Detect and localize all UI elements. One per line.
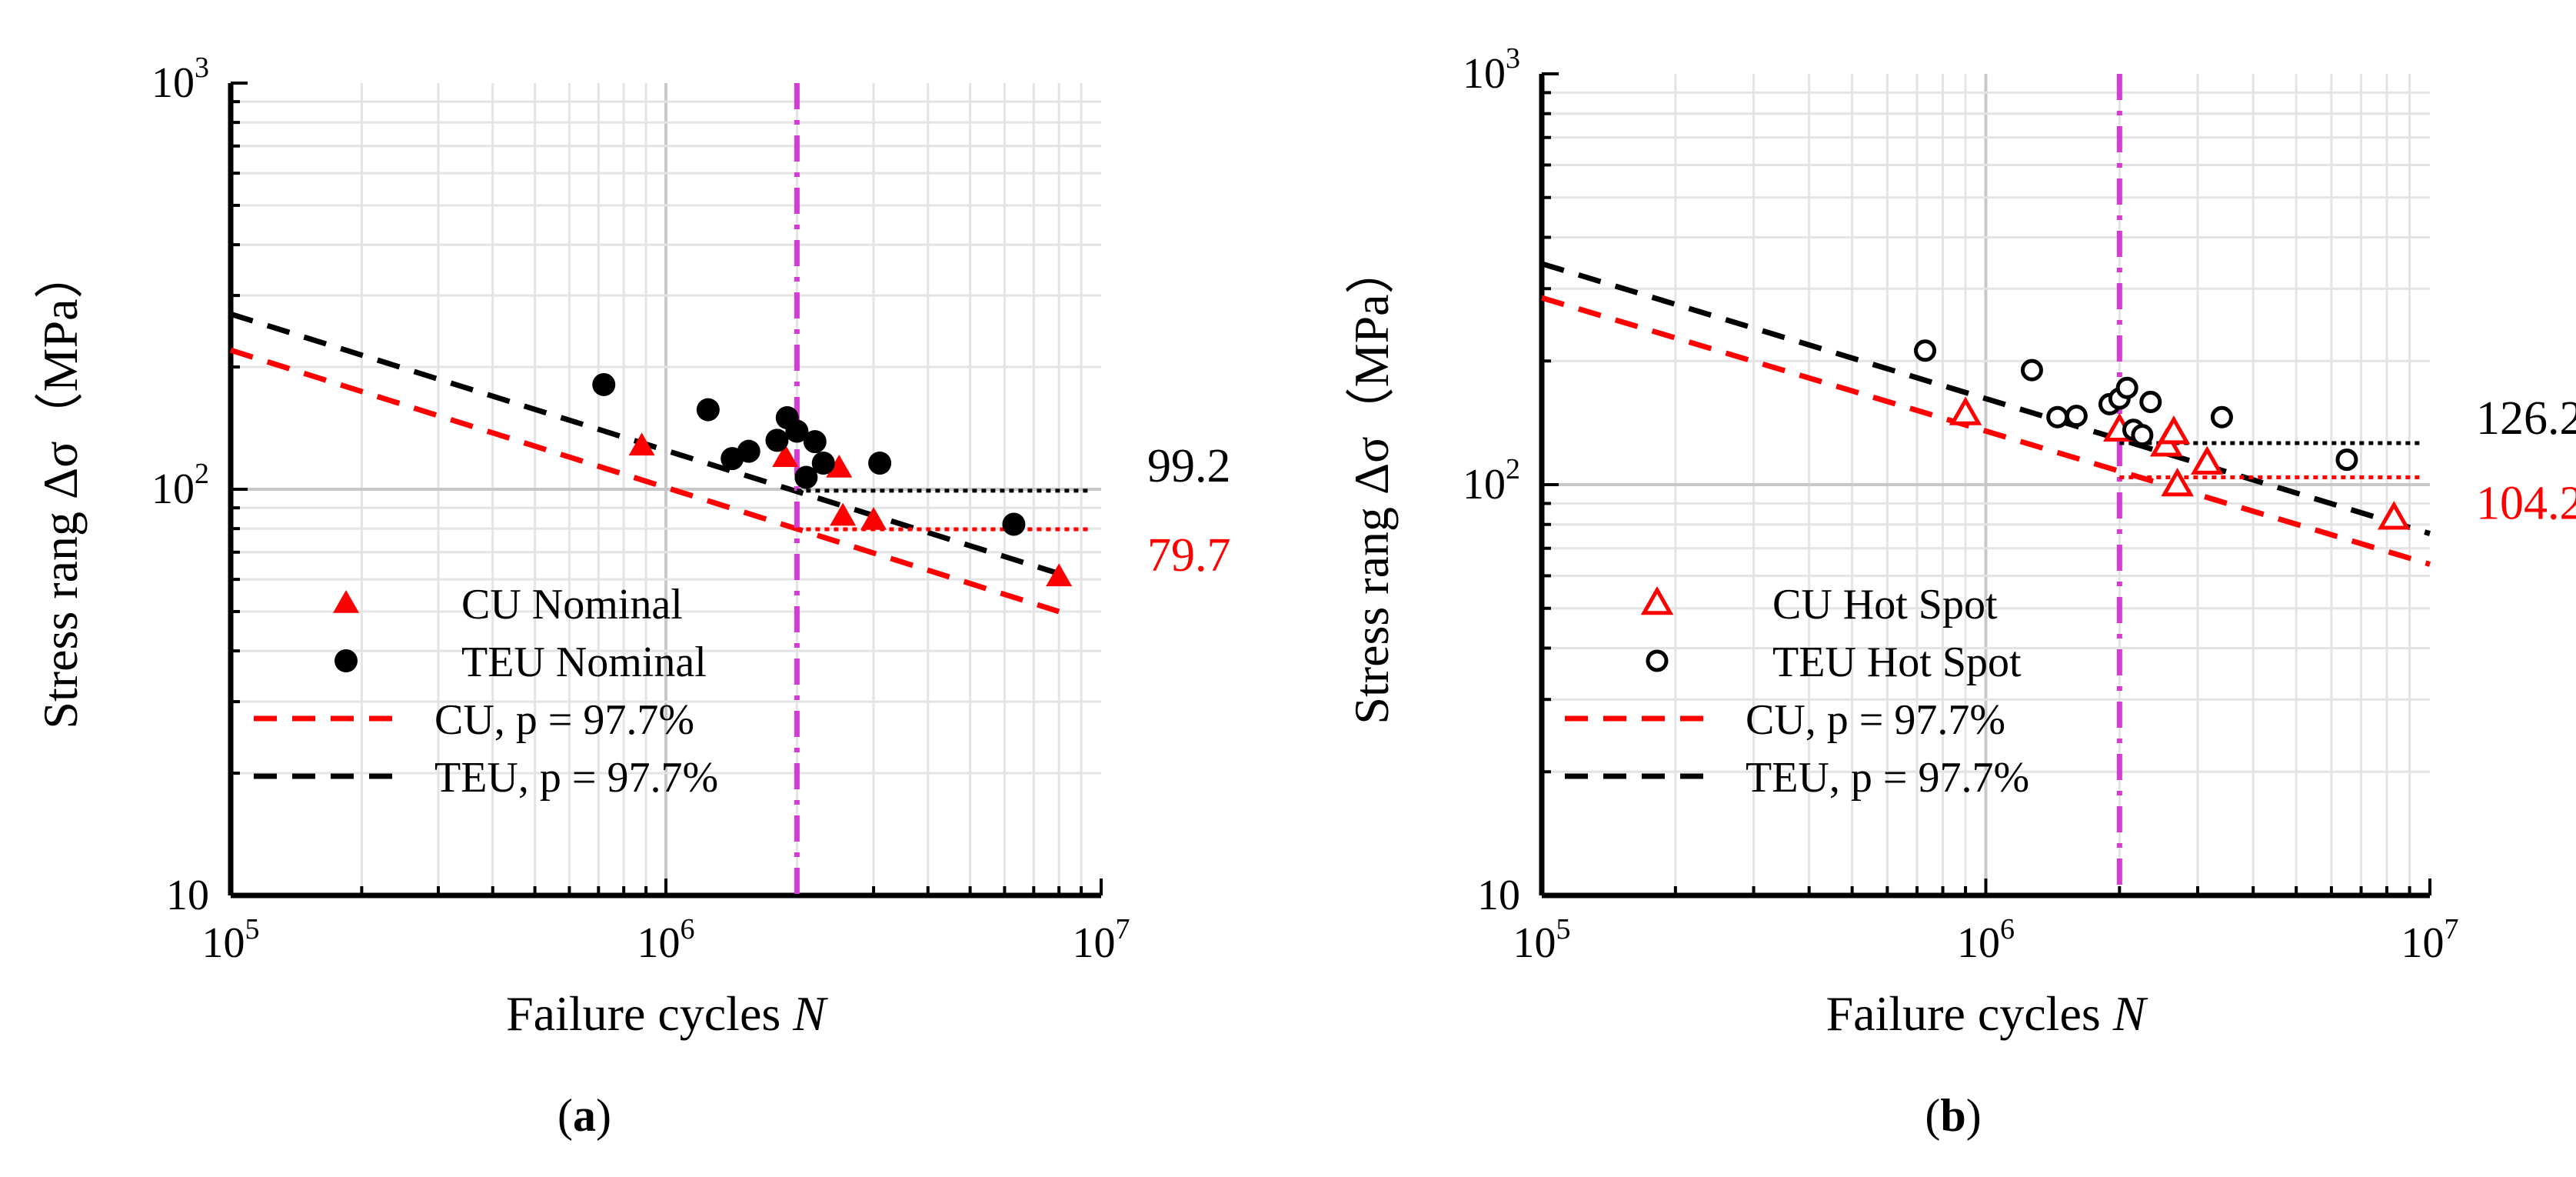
data-point xyxy=(794,465,818,489)
legend-entry: TEU Hot Spot xyxy=(1646,639,2022,686)
legend-entry: CU, p = 97.7% xyxy=(254,696,694,744)
data-point xyxy=(868,451,892,475)
data-point xyxy=(2210,405,2233,428)
x-axis-label: Failure cycles N xyxy=(506,986,828,1041)
y-axis-label: Stress rang Δσ（MPa） xyxy=(1344,245,1399,724)
panel-label: (b) xyxy=(1925,1090,1981,1141)
series-line-1 xyxy=(229,347,1060,615)
data-point xyxy=(803,430,827,454)
data-point xyxy=(2020,358,2043,382)
chart-panel-a: 105 106 107 10 102 103 Failure cycles N Stress … xyxy=(33,52,1231,1141)
data-point xyxy=(2161,467,2194,497)
y-axis-label: Stress rang Δσ（MPa） xyxy=(33,249,88,729)
data-point xyxy=(2139,390,2162,413)
data-point xyxy=(1002,512,1026,536)
data-point xyxy=(772,444,799,467)
legend-entry: TEU Nominal xyxy=(334,639,707,686)
data-point xyxy=(860,506,887,530)
series-points-2 xyxy=(1914,339,2358,472)
legend-label: TEU Nominal xyxy=(461,639,707,686)
legend-label: CU Nominal xyxy=(461,581,683,629)
legend-label: TEU, p = 97.7% xyxy=(1746,754,2029,802)
data-point xyxy=(628,432,655,456)
y-tick-label: 10 xyxy=(1477,872,1520,919)
data-point xyxy=(2115,376,2138,399)
y-tick-label: 103 xyxy=(1463,42,1520,98)
data-point xyxy=(592,372,616,396)
x-tick-label: 105 xyxy=(1513,913,1571,967)
y-tick-label: 102 xyxy=(1463,453,1520,508)
data-point xyxy=(1914,339,1937,362)
y-tick-label: 10 xyxy=(166,872,209,919)
grid xyxy=(231,83,1101,895)
x-axis-label: Failure cycles N xyxy=(1826,986,2148,1041)
series-points-2 xyxy=(592,372,1026,536)
fatigue-strength-label: 126.2 xyxy=(2476,392,2576,445)
legend-entry: CU Nominal xyxy=(333,581,683,629)
data-point xyxy=(1949,396,1982,425)
x-tick-label: 106 xyxy=(637,913,695,967)
legend-entry: CU Hot Spot xyxy=(1640,581,1998,629)
y-tick-label: 102 xyxy=(151,458,209,513)
series-points-1 xyxy=(628,432,1073,587)
legend-entry: TEU, p = 97.7% xyxy=(1565,754,2029,802)
fatigue-strength-label: 104.2 xyxy=(2476,477,2576,529)
data-point xyxy=(333,590,359,613)
data-point xyxy=(2190,445,2224,475)
legend: CU Hot Spot TEU Hot Spot CU, p = 97.7% TEU,… xyxy=(1565,581,2029,802)
data-point xyxy=(2065,405,2088,428)
data-point xyxy=(2046,405,2069,428)
data-point xyxy=(2377,501,2411,530)
grid xyxy=(1542,74,2430,895)
series-points-1 xyxy=(1949,396,2411,530)
data-point xyxy=(696,398,720,422)
legend-label: CU, p = 97.7% xyxy=(1746,696,2005,744)
data-point xyxy=(826,454,853,478)
data-point xyxy=(1646,649,1669,672)
legend-label: TEU Hot Spot xyxy=(1772,639,2022,686)
x-tick-label: 105 xyxy=(202,913,260,967)
data-point xyxy=(2157,415,2191,445)
data-point xyxy=(830,502,857,526)
y-tick-label: 103 xyxy=(151,52,209,107)
data-point xyxy=(334,649,358,672)
data-point xyxy=(785,419,809,443)
data-point xyxy=(811,451,835,475)
data-point xyxy=(1640,585,1674,615)
legend-entry: TEU, p = 97.7% xyxy=(254,754,718,802)
legend-entry: CU, p = 97.7% xyxy=(1565,696,2005,744)
x-tick-label: 107 xyxy=(1073,913,1130,967)
x-tick-label: 106 xyxy=(1957,913,2015,967)
fatigue-strength-label: 99.2 xyxy=(1147,440,1231,492)
legend-label: CU, p = 97.7% xyxy=(434,696,694,744)
legend: CU Nominal TEU Nominal CU, p = 97.7% TEU, p… xyxy=(254,581,718,802)
data-point xyxy=(737,439,760,463)
fatigue-strength-label: 79.7 xyxy=(1147,529,1231,582)
legend-label: CU Hot Spot xyxy=(1772,581,1998,629)
chart-panel-b: 105 106 107 10 102 103 Failure cycles N Stress … xyxy=(1344,42,2576,1141)
panel-label: (a) xyxy=(557,1090,611,1141)
data-point xyxy=(2131,424,2154,447)
legend-label: TEU, p = 97.7% xyxy=(434,754,718,802)
data-point xyxy=(765,428,789,452)
series-line-1 xyxy=(1540,295,2431,567)
series-line-2 xyxy=(1540,261,2431,536)
data-point xyxy=(1046,563,1073,587)
data-point xyxy=(2335,448,2358,472)
x-tick-label: 107 xyxy=(2401,913,2459,967)
